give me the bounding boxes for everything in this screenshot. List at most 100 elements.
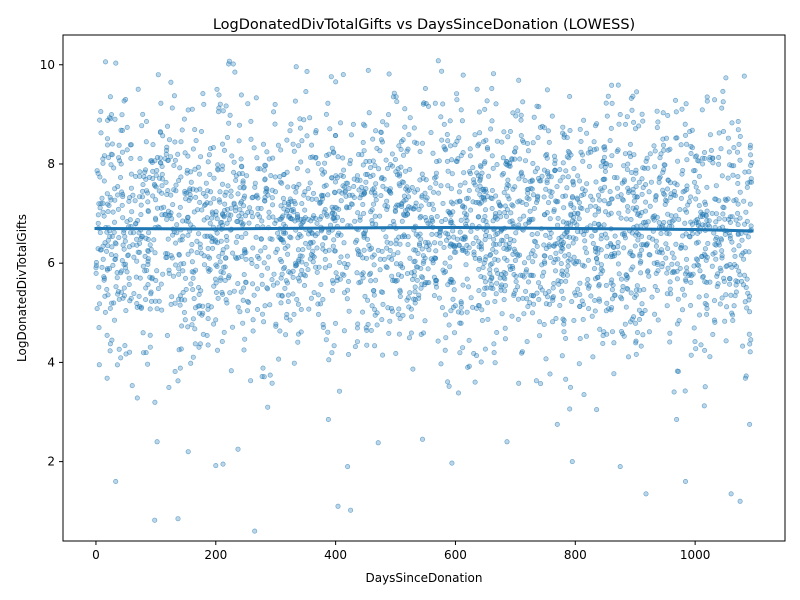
scatter-point [637, 213, 643, 219]
scatter-point [440, 201, 446, 207]
scatter-point [675, 368, 681, 374]
scatter-point [176, 266, 182, 272]
scatter-point [165, 123, 171, 129]
scatter-point [423, 218, 429, 224]
scatter-point [458, 107, 464, 113]
scatter-point [663, 241, 669, 247]
scatter-point [267, 302, 273, 308]
scatter-point [682, 220, 688, 226]
scatter-point [706, 218, 712, 224]
scatter-point [266, 215, 272, 221]
scatter-point [432, 240, 438, 246]
scatter-point [143, 297, 149, 303]
scatter-point [93, 259, 99, 265]
scatter-point [184, 170, 190, 176]
scatter-point [747, 145, 753, 151]
scatter-point [595, 250, 601, 256]
scatter-point [530, 216, 536, 222]
scatter-point [549, 295, 555, 301]
scatter-point [270, 202, 276, 208]
scatter-point [177, 237, 183, 243]
scatter-point [676, 216, 682, 222]
scatter-point [600, 333, 606, 339]
scatter-point [313, 155, 319, 161]
scatter-point [291, 148, 297, 154]
scatter-point [111, 229, 117, 235]
scatter-point [664, 198, 670, 204]
scatter-point [95, 212, 101, 218]
scatter-point [533, 239, 539, 245]
scatter-point [473, 235, 479, 241]
scatter-point [721, 275, 727, 281]
scatter-point [536, 296, 542, 302]
scatter-point [100, 200, 106, 206]
scatter-point [476, 288, 482, 294]
scatter-point [104, 191, 110, 197]
scatter-point [262, 195, 268, 201]
scatter-point [385, 204, 391, 210]
scatter-point [634, 89, 640, 95]
scatter-point [153, 184, 159, 190]
scatter-point [250, 328, 256, 334]
scatter-point [630, 205, 636, 211]
scatter-point [504, 439, 510, 445]
scatter-point [729, 214, 735, 220]
scatter-point [166, 384, 172, 390]
scatter-point [288, 121, 294, 127]
scatter-point [561, 134, 567, 140]
scatter-point [502, 210, 508, 216]
scatter-point [121, 246, 127, 252]
scatter-point [451, 234, 457, 240]
scatter-point [255, 286, 261, 292]
scatter-point [529, 177, 535, 183]
scatter-point [299, 138, 305, 144]
scatter-point [526, 217, 532, 223]
scatter-point [700, 274, 706, 280]
scatter-point [523, 267, 529, 273]
scatter-point [354, 237, 360, 243]
scatter-point [97, 301, 103, 307]
scatter-point [264, 149, 270, 155]
scatter-point [699, 107, 705, 113]
scatter-point [702, 347, 708, 353]
scatter-point [152, 517, 158, 523]
scatter-point [193, 305, 199, 311]
scatter-point [536, 280, 542, 286]
scatter-point [350, 121, 356, 127]
scatter-point [214, 216, 220, 222]
scatter-point [93, 270, 99, 276]
scatter-point [600, 177, 606, 183]
scatter-point [529, 232, 535, 238]
scatter-point [164, 217, 170, 223]
scatter-point [94, 306, 100, 312]
scatter-point [185, 215, 191, 221]
scatter-point [500, 171, 506, 177]
scatter-point [220, 270, 226, 276]
scatter-point [623, 304, 629, 310]
scatter-point [608, 210, 614, 216]
scatter-point [351, 176, 357, 182]
scatter-point [422, 318, 428, 324]
scatter-point [265, 265, 271, 271]
scatter-point [112, 317, 118, 323]
scatter-point [373, 277, 379, 283]
scatter-point [596, 208, 602, 214]
scatter-point [128, 142, 134, 148]
scatter-point [173, 240, 179, 246]
y-tick-label: 6 [47, 256, 55, 270]
scatter-point [454, 236, 460, 242]
scatter-point [466, 169, 472, 175]
scatter-point [641, 165, 647, 171]
scatter-point [360, 202, 366, 208]
scatter-point [689, 127, 695, 133]
scatter-point [282, 245, 288, 251]
scatter-point [588, 293, 594, 299]
scatter-point [668, 191, 674, 197]
scatter-point [248, 136, 254, 142]
scatter-point [320, 242, 326, 248]
scatter-point [602, 161, 608, 167]
scatter-point [128, 295, 134, 301]
scatter-point [240, 297, 246, 303]
scatter-point [190, 287, 196, 293]
scatter-point [320, 321, 326, 327]
